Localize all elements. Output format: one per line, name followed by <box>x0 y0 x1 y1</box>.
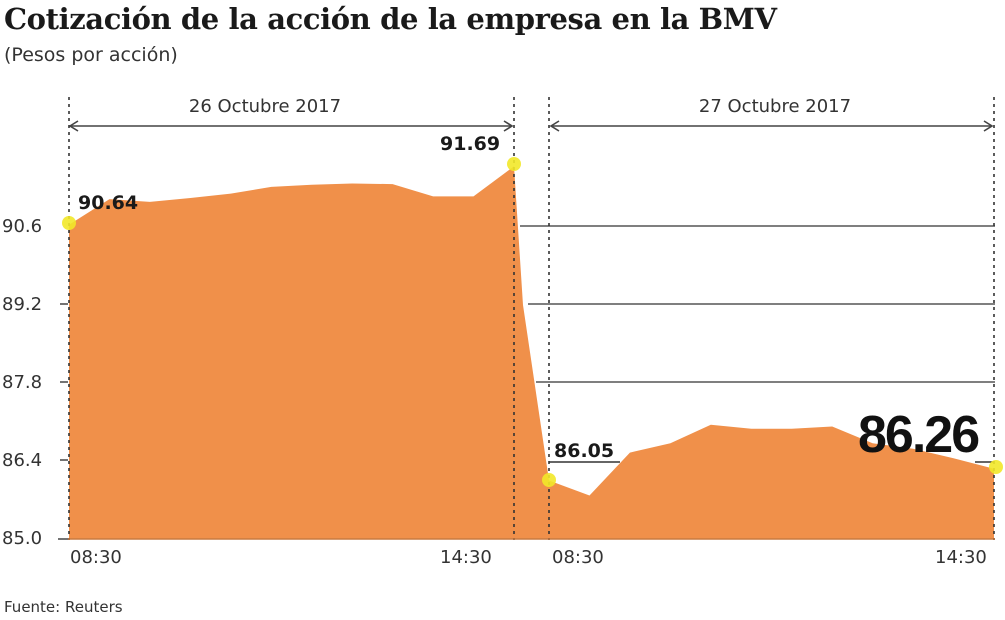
date-label-day1: 26 Octubre 2017 <box>189 96 341 117</box>
x-tick-day1-end: 14:30 <box>440 547 492 568</box>
x-tick-day2-end: 14:30 <box>935 547 987 568</box>
chart-subtitle: (Pesos por acción) <box>4 44 178 66</box>
y-tick-label: 87.8 <box>2 372 42 393</box>
y-tick-label: 86.4 <box>2 450 42 471</box>
y-axis: 90.6 89.2 87.8 86.4 85.0 <box>2 216 68 549</box>
price-area <box>69 166 994 540</box>
date-label-day2: 27 Octubre 2017 <box>699 96 851 117</box>
annotation-open-day1: 90.64 <box>78 192 138 214</box>
annotation-open-day2: 86.05 <box>554 440 614 462</box>
point-markers <box>62 157 1003 487</box>
chart-title: Cotización de la acción de la empresa en… <box>4 2 777 36</box>
y-tick-label: 85.0 <box>2 528 42 549</box>
y-tick-label: 90.6 <box>2 216 42 237</box>
x-tick-day2-start: 08:30 <box>552 547 604 568</box>
date-range-arrows <box>68 120 994 132</box>
source-note: Fuente: Reuters <box>4 598 123 616</box>
gridlines <box>520 225 995 383</box>
annotation-close-day2: 86.26 <box>858 406 979 464</box>
y-tick-label: 89.2 <box>2 294 42 315</box>
x-tick-day1-start: 08:30 <box>70 547 122 568</box>
annotation-close-day1: 91.69 <box>440 133 500 155</box>
